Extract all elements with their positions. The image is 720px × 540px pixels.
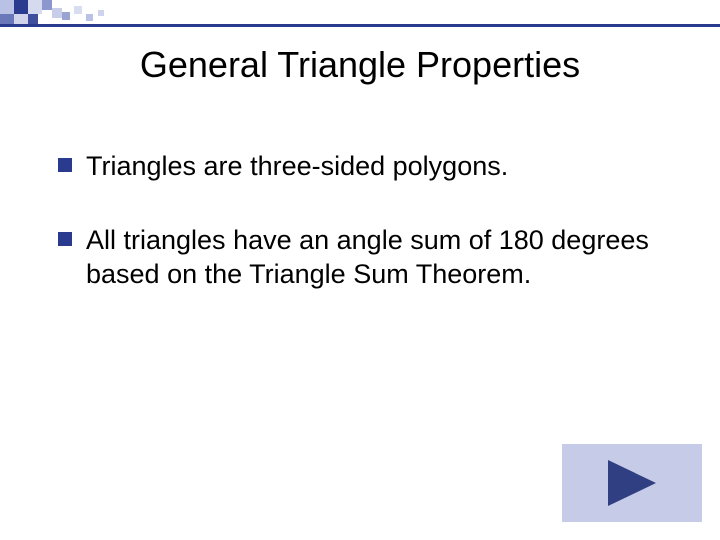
decor-square bbox=[14, 0, 28, 14]
bullet-item: Triangles are three-sided polygons. bbox=[58, 150, 658, 184]
bullet-marker-icon bbox=[58, 158, 72, 172]
decor-square bbox=[52, 8, 62, 18]
bullet-list: Triangles are three-sided polygons. All t… bbox=[58, 150, 658, 331]
top-border-line bbox=[0, 24, 720, 27]
decor-square bbox=[28, 14, 38, 24]
slide-title: General Triangle Properties bbox=[0, 44, 720, 86]
decor-square bbox=[86, 14, 93, 21]
decor-square bbox=[28, 0, 42, 14]
bullet-text: All triangles have an angle sum of 180 d… bbox=[86, 224, 658, 292]
decor-square bbox=[62, 12, 70, 20]
bullet-item: All triangles have an angle sum of 180 d… bbox=[58, 224, 658, 292]
decor-square bbox=[98, 10, 104, 16]
next-button[interactable] bbox=[562, 444, 702, 522]
decor-square bbox=[0, 0, 14, 14]
decor-square bbox=[74, 6, 82, 14]
decor-square bbox=[14, 14, 28, 24]
decor-square bbox=[42, 0, 52, 10]
bullet-text: Triangles are three-sided polygons. bbox=[86, 150, 508, 184]
decor-square bbox=[0, 14, 14, 24]
bullet-marker-icon bbox=[58, 232, 72, 246]
play-arrow-icon bbox=[602, 456, 662, 510]
